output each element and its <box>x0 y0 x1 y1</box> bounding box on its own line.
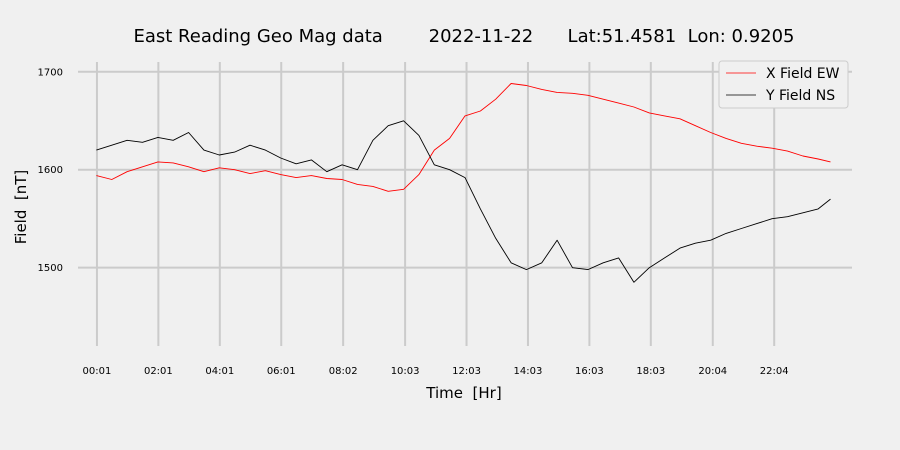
series-line-y-field-ns <box>96 120 831 283</box>
x-axis-label: Time [Hr] <box>425 384 501 402</box>
x-tick-label: 12:03 <box>452 366 481 377</box>
x-tick-label: 06:01 <box>267 366 296 377</box>
grid <box>78 62 852 346</box>
x-tick-label: 08:02 <box>329 366 358 377</box>
series-line-x-field-ew <box>96 83 831 192</box>
y-tick-label: 1500 <box>38 263 63 274</box>
x-tick-label: 16:03 <box>575 366 604 377</box>
x-tick-label: 10:03 <box>391 366 420 377</box>
x-tick-label: 20:04 <box>698 366 727 377</box>
legend-label-y-field-ns: Y Field NS <box>765 88 835 104</box>
series-layer <box>96 83 831 283</box>
y-tick-label: 1600 <box>38 165 63 176</box>
x-tick-label: 04:01 <box>205 366 234 377</box>
tick-labels: 1500 1600 1700 00:01 02:01 04:01 06:01 08:02 10:… <box>38 67 789 377</box>
y-tick-label: 1700 <box>38 67 63 78</box>
x-tick-label: 18:03 <box>636 366 665 377</box>
x-tick-label: 22:04 <box>760 366 789 377</box>
y-axis-label: Field [nT] <box>12 170 30 245</box>
x-tick-label: 00:01 <box>83 366 112 377</box>
legend-label-x-field-ew: X Field EW <box>766 66 840 82</box>
chart-title: East Reading Geo Mag data 2022-11-22 Lat… <box>133 26 794 47</box>
legend: X Field EW Y Field NS <box>718 60 849 109</box>
x-tick-label: 14:03 <box>514 366 543 377</box>
x-tick-label: 02:01 <box>144 366 173 377</box>
